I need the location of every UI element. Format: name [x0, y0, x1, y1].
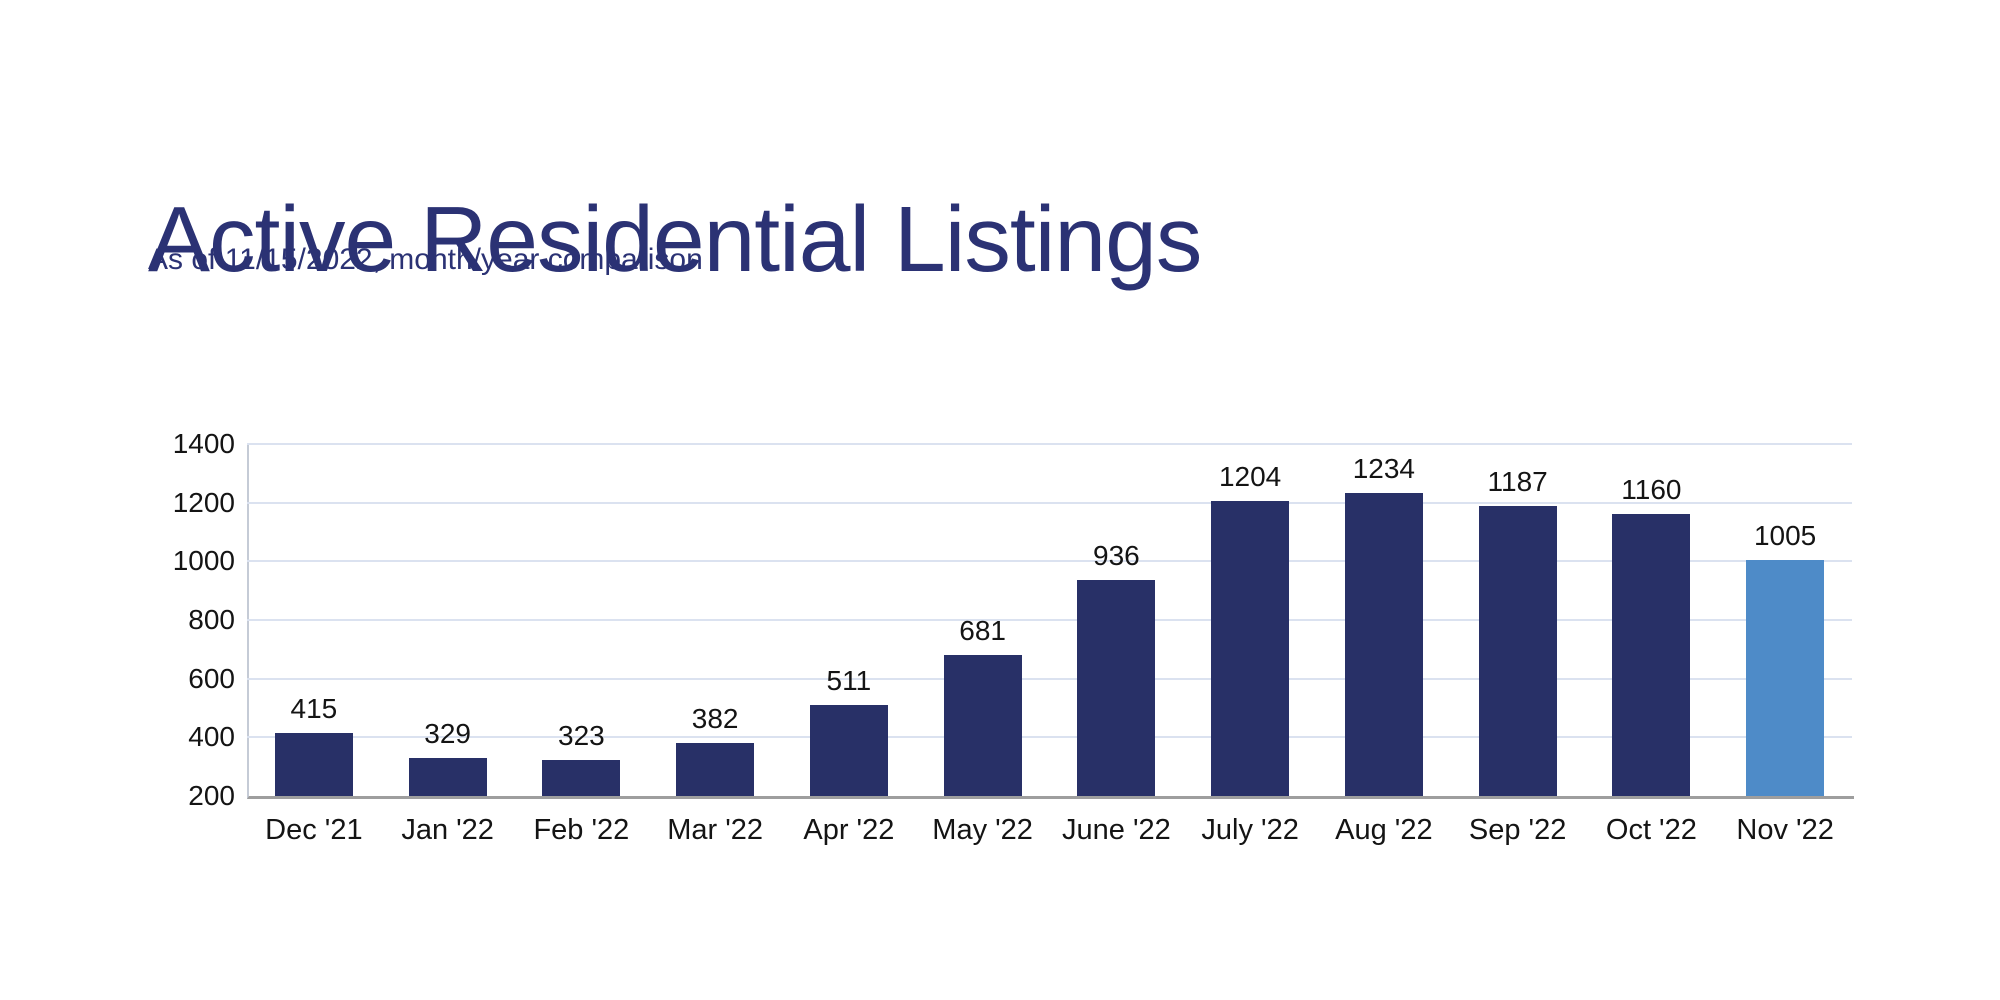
y-axis-label-800: 800 [188, 604, 235, 635]
x-axis-label-nov-22: Nov '22 [1736, 814, 1834, 846]
y-axis-label-1000: 1000 [172, 545, 235, 577]
x-axis-label-mar-22: Mar '22 [667, 814, 764, 846]
y-axis-label-1200: 1200 [172, 486, 235, 518]
page-subtitle: As of 11/15/2022, month/year comparison [148, 243, 703, 276]
bar-oct-22 [1612, 514, 1691, 796]
x-axis-label-oct-22: Oct '22 [1605, 814, 1697, 846]
gridline-1400 [247, 443, 1852, 445]
bar-value-label-feb-22: 323 [558, 719, 605, 751]
bar-jan-22 [408, 758, 487, 796]
gridline-800 [247, 619, 1852, 621]
bar-value-label-jan-22: 329 [424, 718, 471, 750]
plot-area [247, 444, 1854, 799]
x-axis-label-july-22: July '22 [1201, 814, 1299, 846]
x-axis-label-feb-22: Feb '22 [533, 814, 630, 846]
bar-aug-22 [1344, 492, 1423, 796]
page-title: Active Residential Listings [148, 187, 1202, 292]
bar-july-22 [1211, 501, 1290, 796]
bar-feb-22 [542, 759, 621, 796]
x-axis-label-dec-21: Dec '21 [265, 814, 363, 846]
bar-value-label-aug-22: 1234 [1352, 452, 1416, 484]
bar-nov-22 [1746, 559, 1825, 796]
bar-value-label-apr-22: 511 [826, 664, 872, 696]
bar-value-label-sep-22: 1187 [1487, 466, 1548, 498]
bar-apr-22 [809, 704, 888, 796]
bar-value-label-nov-22: 1005 [1753, 519, 1817, 551]
bar-mar-22 [676, 742, 755, 796]
y-axis-label-1400: 1400 [172, 428, 235, 459]
bar-dec-21 [274, 732, 353, 796]
bar-may-22 [943, 654, 1022, 796]
bar-value-label-june-22: 936 [1093, 540, 1140, 572]
x-axis-label-apr-22: Apr '22 [803, 814, 895, 846]
gridline-400 [247, 736, 1852, 739]
bar-value-label-mar-22: 382 [691, 702, 739, 734]
y-axis-label-400: 400 [188, 721, 235, 753]
bar-sep-22 [1478, 506, 1557, 796]
bar-june-22 [1077, 580, 1156, 796]
gridline-1200 [247, 501, 1852, 504]
bar-value-label-dec-21: 415 [290, 692, 338, 724]
x-axis-label-aug-22: Aug '22 [1335, 814, 1433, 846]
gridline-600 [247, 677, 1852, 680]
bar-value-label-july-22: 1204 [1218, 461, 1282, 493]
x-axis-label-may-22: May '22 [932, 814, 1033, 846]
y-axis-label-200: 200 [188, 780, 235, 811]
x-axis-label-sep-22: Sep '22 [1468, 814, 1567, 846]
y-axis-label-600: 600 [188, 662, 235, 694]
x-axis-label-june-22: June '22 [1062, 814, 1171, 846]
gridline-1000 [247, 560, 1852, 563]
bar-value-label-oct-22: 1160 [1621, 474, 1682, 506]
x-axis-label-jan-22: Jan '22 [401, 814, 494, 846]
bar-value-label-may-22: 681 [959, 614, 1006, 646]
